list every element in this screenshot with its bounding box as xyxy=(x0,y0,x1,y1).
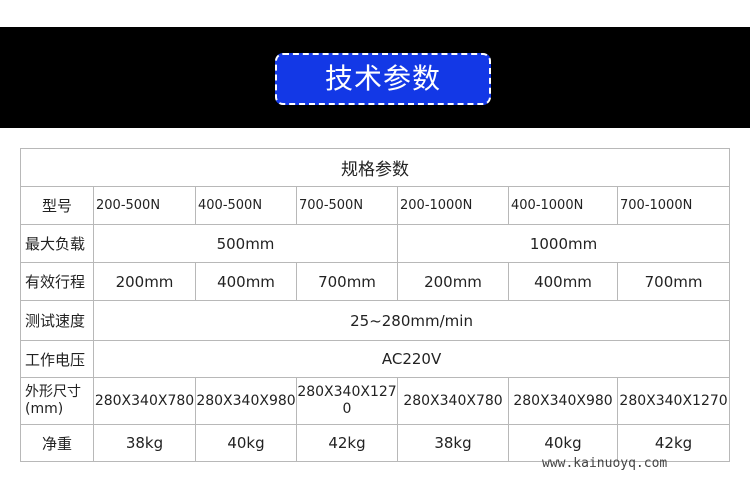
table-row: 外形尺寸(mm) 280X340X780 280X340X980 280X340… xyxy=(20,377,731,425)
cell: AC220V xyxy=(92,340,731,378)
cell: 280X340X980 xyxy=(508,377,618,425)
cell: 400mm xyxy=(508,262,618,301)
cell: 38kg xyxy=(397,424,509,462)
row-label: 型号 xyxy=(20,186,94,225)
cell: 700-500N xyxy=(296,186,398,225)
cell: 200mm xyxy=(397,262,509,301)
watermark-url: www.kainuoyq.com xyxy=(542,456,668,471)
cell: 200-1000N xyxy=(397,186,509,225)
cell: 25~280mm/min xyxy=(92,300,731,341)
cell: 400-500N xyxy=(195,186,297,225)
table-caption: 规格参数 xyxy=(19,148,731,187)
table-row: 最大负载 500mm 1000mm xyxy=(20,224,731,263)
cell: 280X340X1270 xyxy=(296,377,398,425)
cell: 400mm xyxy=(195,262,297,301)
cell: 700mm xyxy=(616,262,731,301)
cell: 280X340X1270 xyxy=(616,377,731,425)
cell: 400-1000N xyxy=(508,186,618,225)
cell: 700mm xyxy=(296,262,398,301)
cell: 700-1000N xyxy=(616,186,731,225)
table-row: 净重 38kg 40kg 42kg 38kg 40kg 42kg xyxy=(20,424,731,462)
cell: 42kg xyxy=(616,424,731,462)
cell: 280X340X980 xyxy=(195,377,297,425)
cell: 500mm xyxy=(93,224,398,263)
cell: 280X340X780 xyxy=(397,377,509,425)
spec-table: 规格参数 型号 200-500N 400-500N 700-500N 200-1… xyxy=(19,148,731,462)
cell: 38kg xyxy=(93,424,196,462)
row-label: 最大负载 xyxy=(20,224,94,263)
cell: 200-500N xyxy=(93,186,196,225)
table-row: 工作电压 AC220V xyxy=(20,340,731,378)
row-label: 有效行程 xyxy=(20,262,94,301)
cell: 1000mm xyxy=(396,224,731,263)
row-label: 净重 xyxy=(20,424,94,462)
row-label: 测试速度 xyxy=(20,300,94,341)
row-label: 工作电压 xyxy=(20,340,94,378)
section-title: 技术参数 xyxy=(275,53,491,105)
table-row: 测试速度 25~280mm/min xyxy=(20,300,731,341)
cell: 200mm xyxy=(93,262,196,301)
cell: 40kg xyxy=(195,424,297,462)
cell: 42kg xyxy=(296,424,398,462)
table-row: 型号 200-500N 400-500N 700-500N 200-1000N … xyxy=(20,186,731,225)
table-caption-row: 规格参数 xyxy=(19,148,731,187)
table-row: 有效行程 200mm 400mm 700mm 200mm 400mm 700mm xyxy=(20,262,731,301)
cell: 280X340X780 xyxy=(93,377,196,425)
row-label: 外形尺寸(mm) xyxy=(20,377,94,425)
cell: 40kg xyxy=(508,424,618,462)
